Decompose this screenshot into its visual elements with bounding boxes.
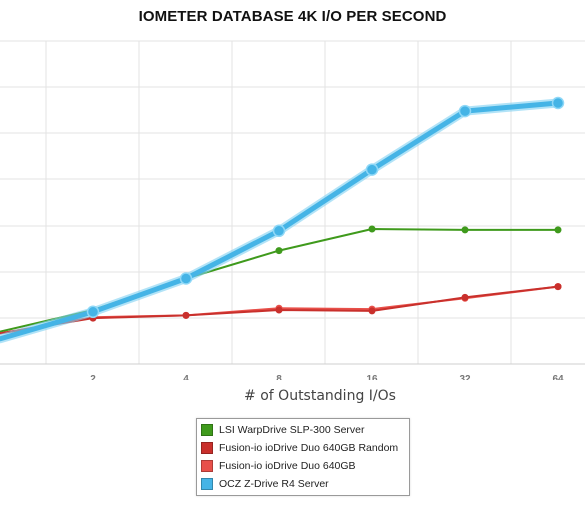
- x-ticks: 2 4 8 16 32 64: [90, 374, 564, 380]
- data-point: [275, 306, 283, 314]
- data-point: [551, 96, 565, 110]
- series-line-halo: [0, 98, 563, 344]
- x-tick-label: 8: [276, 374, 282, 380]
- data-point: [461, 293, 469, 301]
- series-lines: [0, 98, 563, 344]
- legend-label: LSI WarpDrive SLP-300 Server: [219, 424, 365, 436]
- data-point: [461, 226, 469, 234]
- legend-item: OCZ Z-Drive R4 Server: [201, 477, 329, 491]
- series-points: [86, 96, 565, 322]
- x-tick-label: 32: [459, 374, 471, 380]
- legend-swatch: [201, 460, 213, 472]
- data-point: [365, 163, 379, 176]
- x-tick-label: 4: [183, 374, 189, 380]
- x-tick-label: 64: [552, 374, 564, 380]
- data-point: [458, 104, 472, 118]
- x-axis-title: # of Outstanding I/Os: [244, 388, 396, 404]
- legend-swatch: [201, 424, 213, 436]
- data-point: [554, 226, 562, 234]
- legend-label: Fusion-io ioDrive Duo 640GB Random: [219, 442, 399, 454]
- legend-item: Fusion-io ioDrive Duo 640GB Random: [201, 441, 398, 455]
- chart-title: IOMETER DATABASE 4K I/O PER SECOND: [138, 8, 447, 25]
- legend-item: LSI WarpDrive SLP-300 Server: [201, 423, 365, 437]
- legend: LSI WarpDrive SLP-300 Server Fusion-io i…: [196, 418, 410, 496]
- legend-swatch: [201, 442, 213, 454]
- series-line: [0, 100, 561, 342]
- legend-item: Fusion-io ioDrive Duo 640GB: [201, 459, 356, 473]
- x-tick-label: 2: [90, 374, 96, 380]
- data-point: [272, 224, 286, 238]
- data-point: [179, 272, 193, 285]
- data-point: [275, 247, 283, 255]
- legend-swatch: [201, 478, 213, 490]
- data-point: [368, 225, 376, 233]
- x-tick-label: 16: [366, 374, 378, 380]
- plot-area: 2 4 8 16 32 64: [0, 40, 585, 380]
- data-point: [182, 311, 190, 319]
- data-point: [554, 283, 562, 291]
- legend-label: OCZ Z-Drive R4 Server: [219, 478, 329, 490]
- data-point: [368, 307, 376, 315]
- legend-label: Fusion-io ioDrive Duo 640GB: [219, 460, 356, 472]
- data-point: [86, 305, 100, 319]
